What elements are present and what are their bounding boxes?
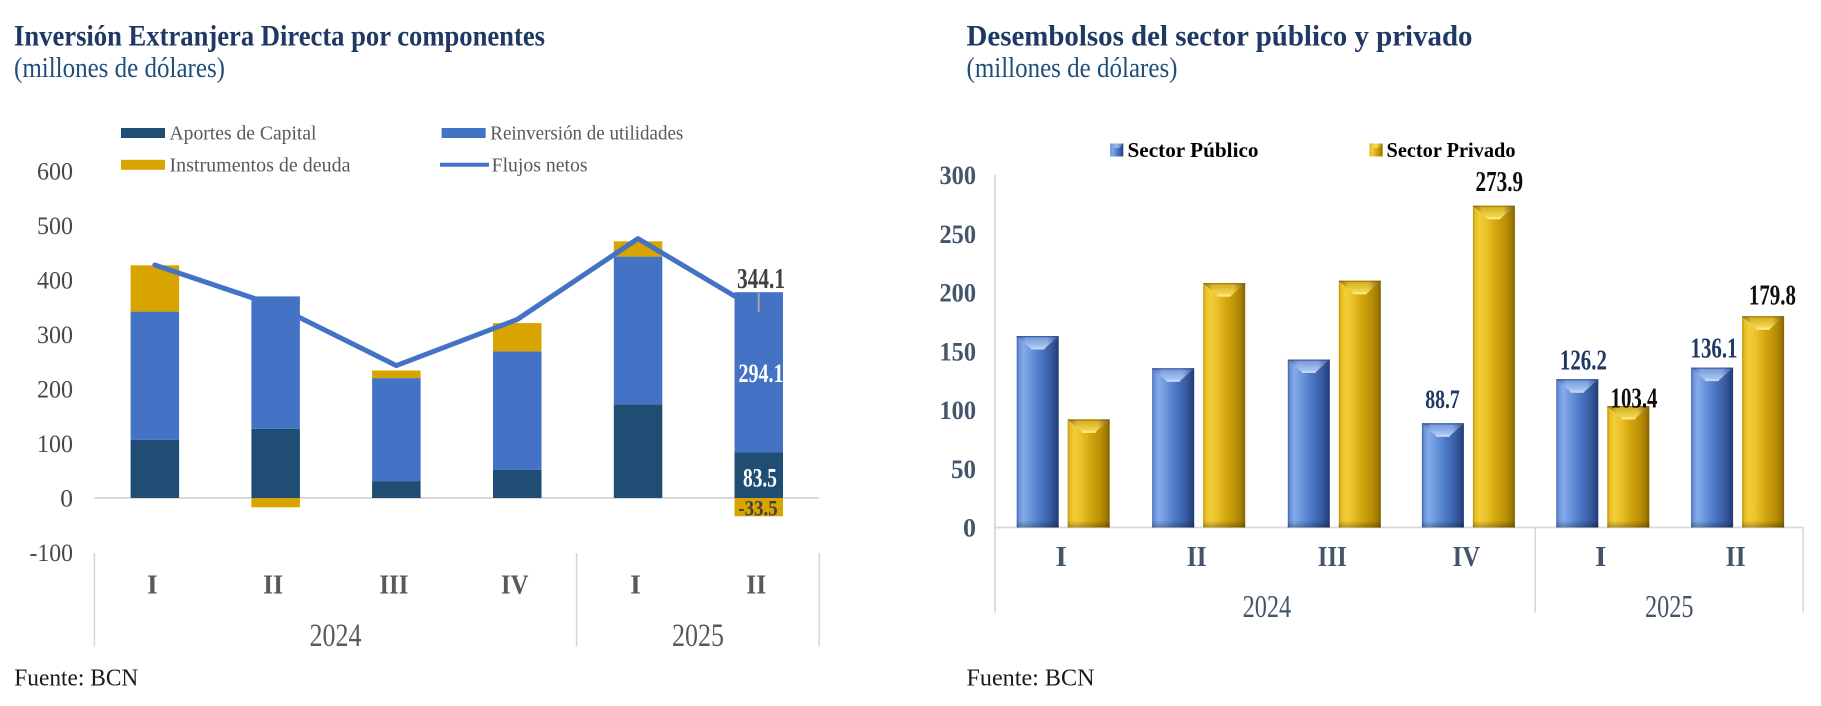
svg-text:83.5: 83.5 bbox=[743, 464, 777, 493]
svg-text:150: 150 bbox=[940, 337, 977, 366]
svg-text:2025: 2025 bbox=[1645, 588, 1694, 624]
svg-text:500: 500 bbox=[37, 211, 73, 240]
svg-text:I: I bbox=[630, 569, 641, 600]
svg-text:Aportes de Capital: Aportes de Capital bbox=[170, 123, 317, 145]
svg-text:Inversión Extranjera Directa p: Inversión Extranjera Directa por compone… bbox=[14, 21, 545, 53]
svg-text:-33.5: -33.5 bbox=[738, 496, 778, 521]
svg-text:300: 300 bbox=[940, 161, 977, 190]
svg-text:I: I bbox=[147, 569, 158, 600]
svg-text:294.1: 294.1 bbox=[739, 359, 784, 388]
svg-text:II: II bbox=[1187, 541, 1207, 573]
svg-text:0: 0 bbox=[963, 514, 976, 543]
svg-text:Sector Privado: Sector Privado bbox=[1387, 138, 1516, 162]
svg-text:50: 50 bbox=[951, 455, 976, 484]
svg-text:88.7: 88.7 bbox=[1425, 385, 1460, 414]
svg-text:II: II bbox=[1726, 541, 1746, 573]
svg-text:III: III bbox=[379, 569, 408, 600]
svg-text:300: 300 bbox=[37, 320, 73, 349]
svg-text:200: 200 bbox=[940, 279, 977, 308]
svg-text:Fuente: BCN: Fuente: BCN bbox=[14, 665, 138, 692]
svg-text:II: II bbox=[746, 569, 766, 600]
svg-text:200: 200 bbox=[37, 374, 73, 403]
svg-text:136.1: 136.1 bbox=[1691, 334, 1738, 365]
svg-text:2024: 2024 bbox=[1243, 588, 1292, 624]
svg-text:I: I bbox=[1595, 541, 1606, 573]
svg-text:Desembolsos del sector público: Desembolsos del sector público y privado bbox=[967, 21, 1473, 53]
svg-text:Flujos netos: Flujos netos bbox=[492, 154, 588, 176]
svg-text:Fuente: BCN: Fuente: BCN bbox=[967, 665, 1095, 692]
svg-text:IV: IV bbox=[1453, 541, 1481, 573]
svg-text:100: 100 bbox=[37, 429, 73, 458]
svg-text:Sector Público: Sector Público bbox=[1128, 138, 1259, 162]
svg-text:2025: 2025 bbox=[672, 618, 724, 654]
svg-text:179.8: 179.8 bbox=[1749, 281, 1796, 312]
svg-text:400: 400 bbox=[37, 265, 73, 294]
svg-text:III: III bbox=[1318, 541, 1347, 573]
svg-text:(millones de dólares): (millones de dólares) bbox=[14, 53, 225, 84]
svg-text:100: 100 bbox=[940, 396, 977, 425]
svg-text:103.4: 103.4 bbox=[1611, 384, 1658, 415]
svg-text:344.1: 344.1 bbox=[737, 263, 785, 295]
svg-text:2024: 2024 bbox=[310, 618, 362, 654]
svg-text:126.2: 126.2 bbox=[1560, 346, 1607, 377]
svg-text:Instrumentos de deuda: Instrumentos de deuda bbox=[170, 154, 351, 176]
svg-text:0: 0 bbox=[60, 483, 73, 512]
svg-text:Reinversión de utilidades: Reinversión de utilidades bbox=[490, 123, 683, 145]
svg-text:-100: -100 bbox=[30, 538, 74, 567]
svg-text:IV: IV bbox=[501, 569, 529, 600]
svg-text:I: I bbox=[1056, 541, 1067, 573]
svg-text:600: 600 bbox=[37, 156, 73, 185]
svg-text:250: 250 bbox=[940, 220, 977, 249]
svg-text:II: II bbox=[263, 569, 283, 600]
svg-text:(millones de dólares): (millones de dólares) bbox=[967, 53, 1178, 84]
svg-text:273.9: 273.9 bbox=[1476, 166, 1524, 198]
